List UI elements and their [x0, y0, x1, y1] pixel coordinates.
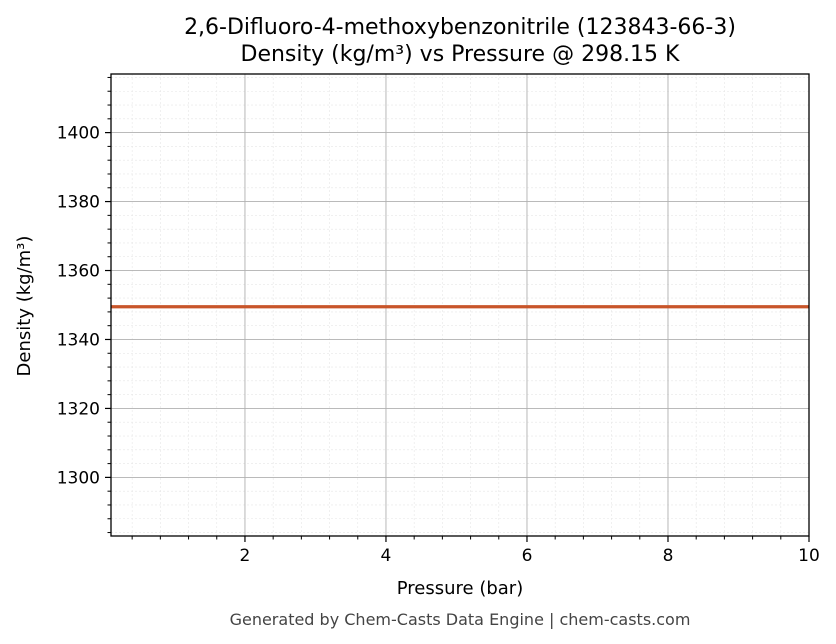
- axis-ticks: [105, 76, 810, 542]
- x-axis-label: Pressure (bar): [397, 578, 523, 599]
- chart-title-line1: 2,6-Difluoro-4-methoxybenzonitrile (1238…: [184, 15, 736, 40]
- x-tick-label: 10: [798, 546, 820, 566]
- y-tick-label: 1300: [57, 468, 100, 488]
- y-tick-label: 1400: [57, 124, 100, 144]
- tick-labels: 2 4 6 8 10 1300 1320 1340 1360 1380 1400: [57, 124, 820, 566]
- y-tick-label: 1380: [57, 193, 100, 213]
- x-tick-label: 4: [381, 546, 392, 566]
- y-tick-label: 1360: [57, 262, 100, 282]
- x-tick-label: 6: [522, 546, 533, 566]
- y-tick-label: 1320: [57, 399, 100, 419]
- y-axis-label: Density (kg/m³): [14, 236, 35, 377]
- minor-grid: [111, 74, 809, 536]
- x-tick-label: 2: [240, 546, 251, 566]
- y-tick-label: 1340: [57, 330, 100, 350]
- footer-credit: Generated by Chem-Casts Data Engine | ch…: [230, 610, 691, 629]
- chart-title-line2: Density (kg/m³) vs Pressure @ 298.15 K: [241, 42, 681, 67]
- major-grid: [111, 74, 810, 536]
- plot-area-frame: [110, 73, 810, 537]
- x-tick-label: 8: [663, 546, 674, 566]
